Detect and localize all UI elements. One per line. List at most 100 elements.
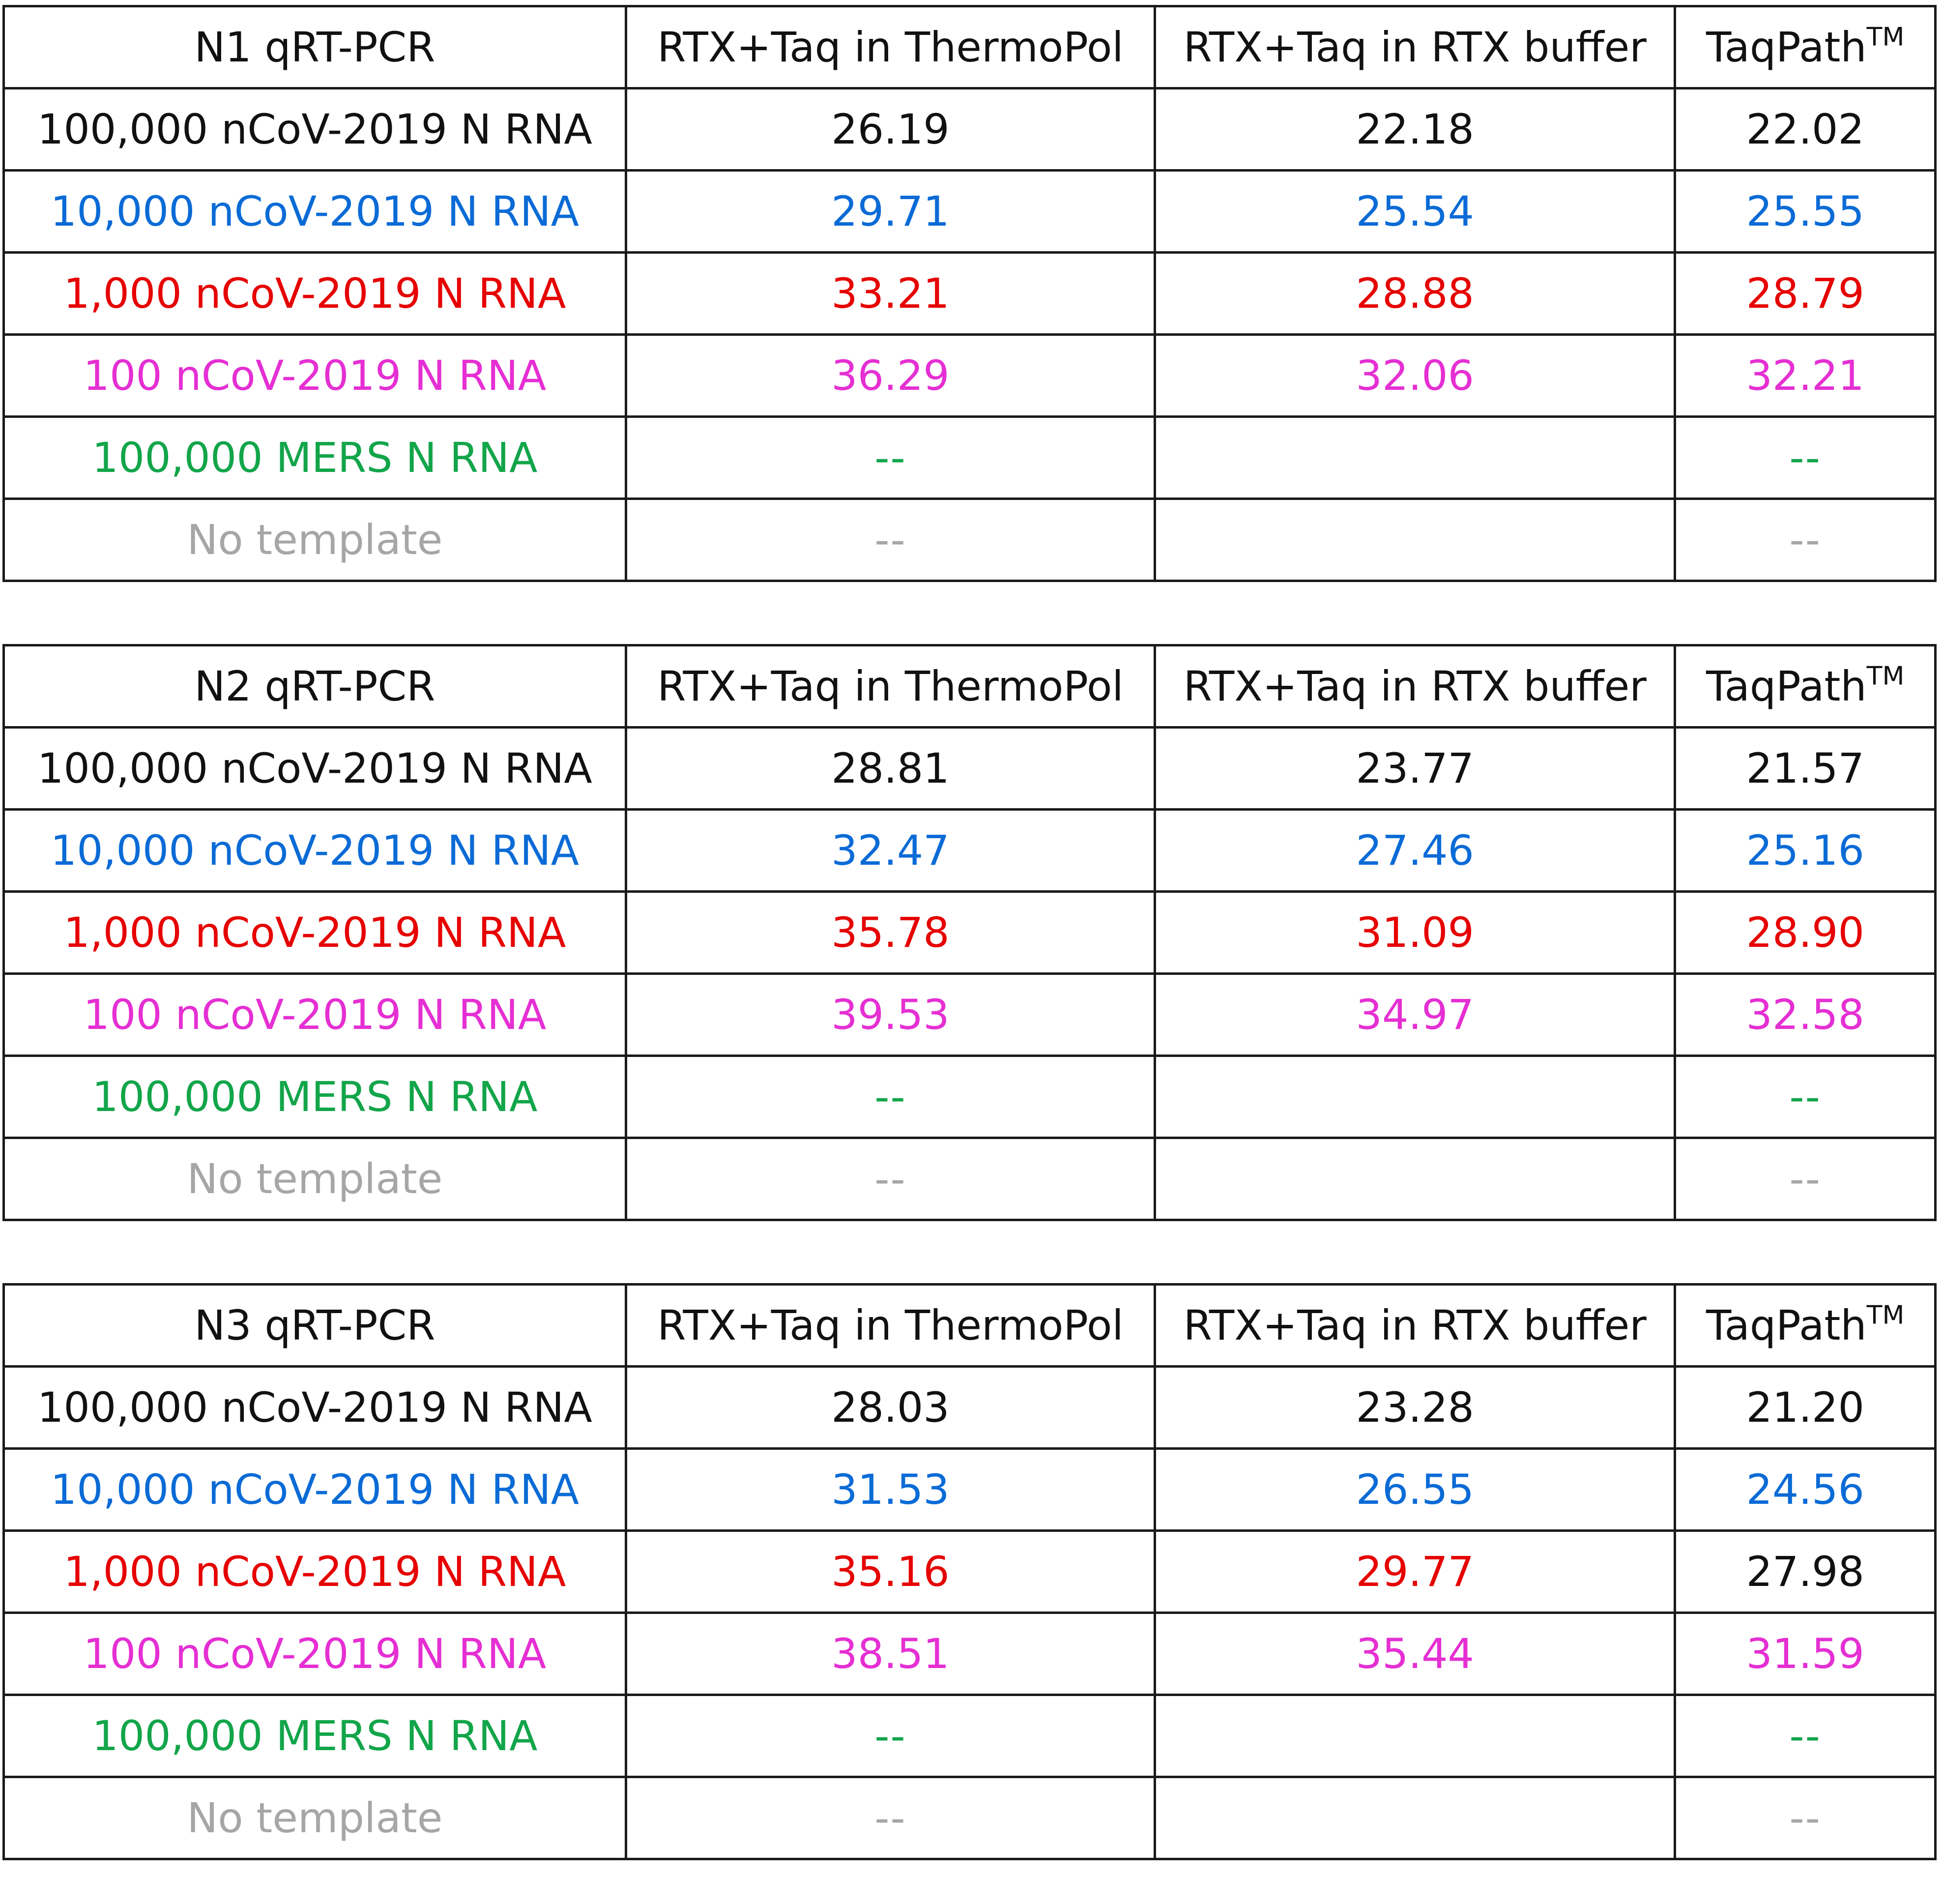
row-label: 1,000 nCoV-2019 N RNA xyxy=(2,890,627,975)
header-rtx-buffer: RTX+Taq in RTX buffer xyxy=(1154,1283,1677,1368)
ct-value: 26.19 xyxy=(624,87,1157,172)
table-row: 100,000 MERS N RNA -- -- xyxy=(2,1694,1937,1778)
ct-value: 35.78 xyxy=(624,890,1157,975)
ct-value: 32.21 xyxy=(1674,333,1937,418)
ct-value: 31.09 xyxy=(1154,890,1677,975)
table-row: No template -- -- xyxy=(2,498,1937,582)
ct-value: 28.88 xyxy=(1154,251,1677,336)
row-label: No template xyxy=(2,498,627,582)
ct-value: -- xyxy=(624,415,1157,500)
ct-value: 35.16 xyxy=(624,1529,1157,1614)
trademark-mark: TM xyxy=(1866,1300,1905,1330)
table-row: 100 nCoV-2019 N RNA 39.53 34.97 32.58 xyxy=(2,972,1937,1057)
header-rtx-buffer: RTX+Taq in RTX buffer xyxy=(1154,5,1677,89)
row-label: 100 nCoV-2019 N RNA xyxy=(2,972,627,1057)
ct-value: 25.16 xyxy=(1674,808,1937,893)
row-label: No template xyxy=(2,1776,627,1860)
ct-value: 23.77 xyxy=(1154,726,1677,811)
ct-value: -- xyxy=(1674,1137,1937,1221)
ct-value: 25.55 xyxy=(1674,169,1937,254)
ct-value: 22.18 xyxy=(1154,87,1677,172)
ct-value xyxy=(1154,1055,1677,1139)
row-label: 100,000 MERS N RNA xyxy=(2,1694,627,1778)
ct-value: 27.46 xyxy=(1154,808,1677,893)
ct-value: 28.81 xyxy=(624,726,1157,811)
ct-value: 25.54 xyxy=(1154,169,1677,254)
header-taqpath: TaqPathTM xyxy=(1674,644,1937,729)
header-assay: N2 qRT-PCR xyxy=(2,644,627,729)
ct-value: 28.79 xyxy=(1674,251,1937,336)
ct-value xyxy=(1154,1137,1677,1221)
row-label: 1,000 nCoV-2019 N RNA xyxy=(2,1529,627,1614)
header-assay: N1 qRT-PCR xyxy=(2,5,627,89)
table-row: 1,000 nCoV-2019 N RNA 35.16 29.77 27.98 xyxy=(2,1529,1937,1614)
ct-value xyxy=(1154,1776,1677,1860)
ct-value: 33.21 xyxy=(624,251,1157,336)
table-n1: N1 qRT-PCR RTX+Taq in ThermoPol RTX+Taq … xyxy=(2,5,1937,582)
row-label: 10,000 nCoV-2019 N RNA xyxy=(2,808,627,893)
ct-value: 36.29 xyxy=(624,333,1157,418)
ct-value: 28.90 xyxy=(1674,890,1937,975)
header-taqpath: TaqPathTM xyxy=(1674,5,1937,89)
ct-value xyxy=(1154,415,1677,500)
ct-value xyxy=(1154,1694,1677,1778)
table-row: 100,000 MERS N RNA -- -- xyxy=(2,1055,1937,1139)
header-thermopol: RTX+Taq in ThermoPol xyxy=(624,644,1157,729)
ct-value: -- xyxy=(1674,1055,1937,1139)
table-row: 100,000 nCoV-2019 N RNA 28.03 23.28 21.2… xyxy=(2,1365,1937,1450)
header-thermopol: RTX+Taq in ThermoPol xyxy=(624,5,1157,89)
table-row: 100,000 MERS N RNA -- -- xyxy=(2,415,1937,500)
table-row: No template -- -- xyxy=(2,1776,1937,1860)
table-row: 1,000 nCoV-2019 N RNA 35.78 31.09 28.90 xyxy=(2,890,1937,975)
ct-value: 21.57 xyxy=(1674,726,1937,811)
row-label: 100,000 nCoV-2019 N RNA xyxy=(2,726,627,811)
ct-value: -- xyxy=(1674,1694,1937,1778)
ct-value: 32.58 xyxy=(1674,972,1937,1057)
ct-value: -- xyxy=(1674,1776,1937,1860)
taqpath-label: TaqPath xyxy=(1706,1301,1867,1349)
ct-value: 34.97 xyxy=(1154,972,1677,1057)
ct-value: 31.53 xyxy=(624,1447,1157,1532)
ct-value: -- xyxy=(1674,415,1937,500)
trademark-mark: TM xyxy=(1866,22,1905,52)
header-row: N2 qRT-PCR RTX+Taq in ThermoPol RTX+Taq … xyxy=(2,644,1937,729)
trademark-mark: TM xyxy=(1866,661,1905,691)
ct-value: 38.51 xyxy=(624,1611,1157,1696)
ct-value: 39.53 xyxy=(624,972,1157,1057)
row-label: 100,000 nCoV-2019 N RNA xyxy=(2,1365,627,1450)
ct-value: -- xyxy=(624,1055,1157,1139)
ct-value: 29.71 xyxy=(624,169,1157,254)
ct-value: 31.59 xyxy=(1674,1611,1937,1696)
row-label: 100 nCoV-2019 N RNA xyxy=(2,333,627,418)
header-assay: N3 qRT-PCR xyxy=(2,1283,627,1368)
table-row: 100,000 nCoV-2019 N RNA 26.19 22.18 22.0… xyxy=(2,87,1937,172)
header-taqpath: TaqPathTM xyxy=(1674,1283,1937,1368)
row-label: 10,000 nCoV-2019 N RNA xyxy=(2,1447,627,1532)
taqpath-label: TaqPath xyxy=(1706,662,1867,710)
header-rtx-buffer: RTX+Taq in RTX buffer xyxy=(1154,644,1677,729)
table-row: 100 nCoV-2019 N RNA 36.29 32.06 32.21 xyxy=(2,333,1937,418)
ct-value: 28.03 xyxy=(624,1365,1157,1450)
row-label: 100,000 MERS N RNA xyxy=(2,415,627,500)
table-row: 10,000 nCoV-2019 N RNA 31.53 26.55 24.56 xyxy=(2,1447,1937,1532)
table-n3: N3 qRT-PCR RTX+Taq in ThermoPol RTX+Taq … xyxy=(2,1283,1937,1860)
header-row: N1 qRT-PCR RTX+Taq in ThermoPol RTX+Taq … xyxy=(2,5,1937,89)
row-label: No template xyxy=(2,1137,627,1221)
ct-value: -- xyxy=(624,498,1157,582)
ct-value: -- xyxy=(624,1137,1157,1221)
ct-value: 32.47 xyxy=(624,808,1157,893)
ct-value: 21.20 xyxy=(1674,1365,1937,1450)
ct-value: 35.44 xyxy=(1154,1611,1677,1696)
table-n2: N2 qRT-PCR RTX+Taq in ThermoPol RTX+Taq … xyxy=(2,644,1937,1221)
header-thermopol: RTX+Taq in ThermoPol xyxy=(624,1283,1157,1368)
row-label: 100,000 MERS N RNA xyxy=(2,1055,627,1139)
ct-value: 23.28 xyxy=(1154,1365,1677,1450)
table-row: 100 nCoV-2019 N RNA 38.51 35.44 31.59 xyxy=(2,1611,1937,1696)
ct-value: 27.98 xyxy=(1674,1529,1937,1614)
ct-value: 26.55 xyxy=(1154,1447,1677,1532)
table-row: No template -- -- xyxy=(2,1137,1937,1221)
ct-value: 24.56 xyxy=(1674,1447,1937,1532)
taqpath-label: TaqPath xyxy=(1706,23,1867,71)
row-label: 10,000 nCoV-2019 N RNA xyxy=(2,169,627,254)
ct-value: -- xyxy=(624,1694,1157,1778)
